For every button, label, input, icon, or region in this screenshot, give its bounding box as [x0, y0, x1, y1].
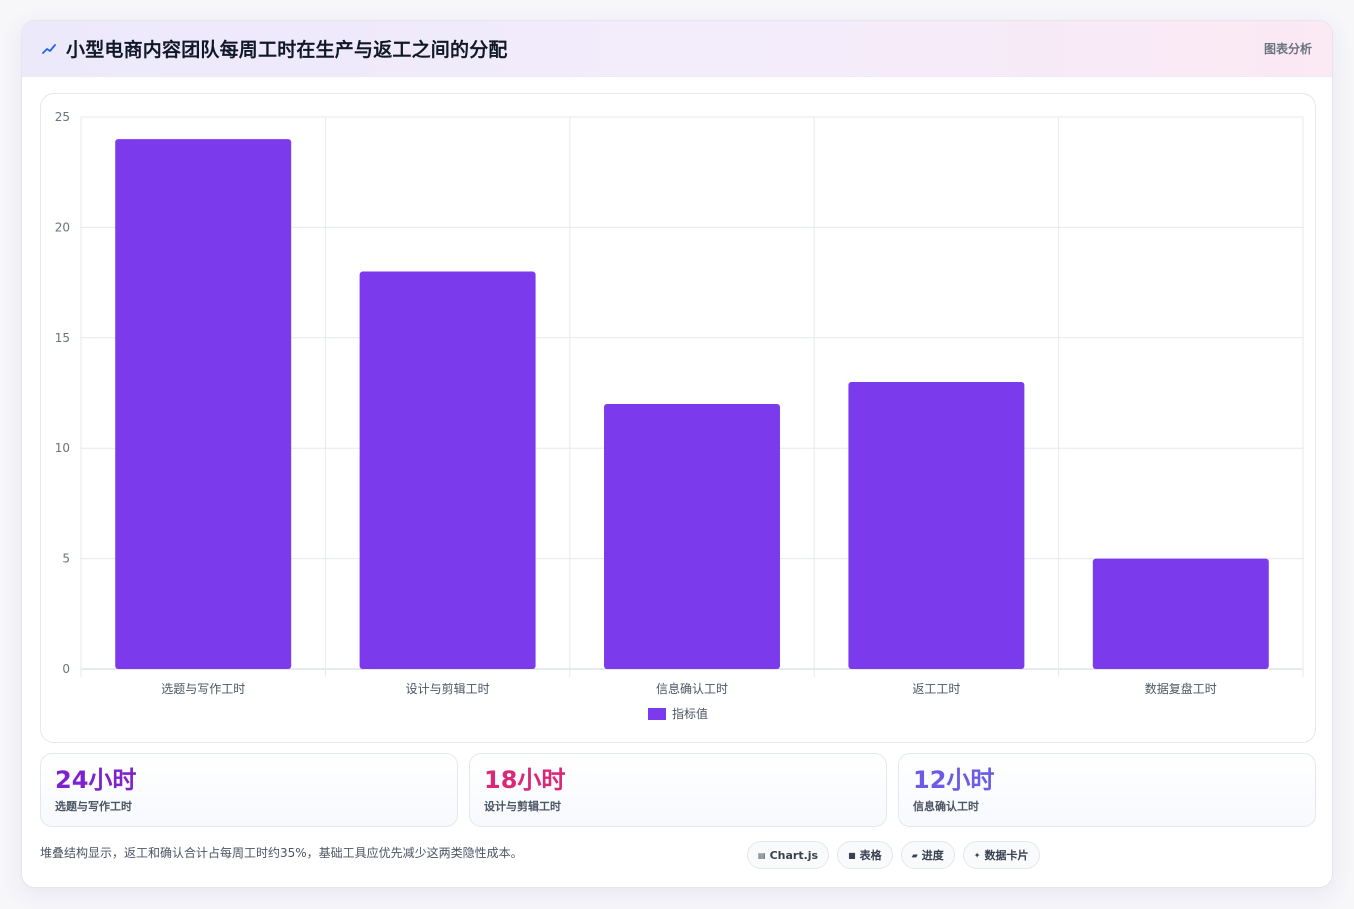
stat-card: 12小时 信息确认工时 [898, 753, 1316, 827]
pill-label: 表格 [859, 849, 882, 862]
pill-table[interactable]: ■ 表格 [837, 841, 893, 869]
table-icon: ■ [848, 850, 856, 860]
stat-card: 18小时 设计与剪辑工时 [469, 753, 887, 827]
stat-label: 设计与剪辑工时 [484, 800, 561, 813]
bar [848, 381, 1025, 669]
bar [115, 139, 292, 669]
pill-label: 数据卡片 [984, 849, 1029, 862]
legend-swatch [648, 708, 666, 720]
y-tick-label: 5 [62, 552, 70, 566]
stat-value: 24小时 [55, 766, 137, 794]
trend-icon [42, 43, 56, 54]
x-tick-label: 数据复盘工时 [1145, 681, 1217, 696]
bar-chart: 0 5 10 15 20 25 选题与写作工时 设计与剪辑工时 信息确认工时 返工工时 数据复盘工时… [55, 110, 1304, 721]
card-icon: ✦ [973, 850, 981, 860]
bar [1092, 558, 1269, 669]
chart-panel: 0 5 10 15 20 25 选题与写作工时 设计与剪辑工时 信息确认工时 返工工时 数据复盘工时… [40, 93, 1316, 743]
y-tick-label: 25 [55, 110, 70, 124]
y-tick-label: 15 [55, 331, 70, 345]
pill-chartjs[interactable]: ▤ Chart.js [747, 841, 830, 869]
y-tick-label: 20 [55, 220, 70, 234]
bar [359, 271, 536, 669]
chart-icon: ▤ [758, 850, 766, 860]
stat-value: 12小时 [913, 766, 995, 794]
pill-label: 进度 [921, 849, 944, 862]
x-tick-label: 返工工时 [912, 682, 960, 696]
bar [604, 404, 780, 669]
header-tag: 图表分析 [1263, 42, 1312, 56]
stat-label: 信息确认工时 [913, 800, 979, 813]
y-tick-label: 0 [62, 662, 70, 676]
card-header: 小型电商内容团队每周工时在生产与返工之间的分配 图表分析 [22, 21, 1332, 77]
stat-value: 18小时 [484, 766, 566, 794]
y-tick-label: 10 [55, 441, 70, 455]
pill-label: Chart.js [769, 848, 819, 862]
stat-cards: 24小时 选题与写作工时 18小时 设计与剪辑工时 12小时 信息确认工时 [40, 753, 1316, 827]
footer-note: 堆叠结构显示，返工和确认合计占每周工时约35%，基础工具应优先减少这两类隐性成本… [40, 846, 523, 860]
chart-card: 小型电商内容团队每周工时在生产与返工之间的分配 图表分析 0 5 10 15 20 25 选… [21, 20, 1333, 888]
page-title: 小型电商内容团队每周工时在生产与返工之间的分配 [66, 39, 508, 61]
x-tick-label: 信息确认工时 [656, 681, 728, 696]
feature-pills: ▤ Chart.js ■ 表格 ▰ 进度 ✦ 数据卡片 [747, 841, 1040, 869]
x-tick-label: 设计与剪辑工时 [406, 681, 490, 696]
x-tick-label: 选题与写作工时 [161, 682, 245, 696]
stat-card: 24小时 选题与写作工时 [40, 753, 458, 827]
legend-label: 指标值 [672, 706, 708, 721]
title-wrap: 小型电商内容团队每周工时在生产与返工之间的分配 [42, 35, 508, 62]
pill-progress[interactable]: ▰ 进度 [900, 841, 955, 869]
stat-label: 选题与写作工时 [55, 800, 132, 813]
progress-icon: ▰ [911, 850, 918, 860]
pill-data-card[interactable]: ✦ 数据卡片 [962, 841, 1040, 869]
